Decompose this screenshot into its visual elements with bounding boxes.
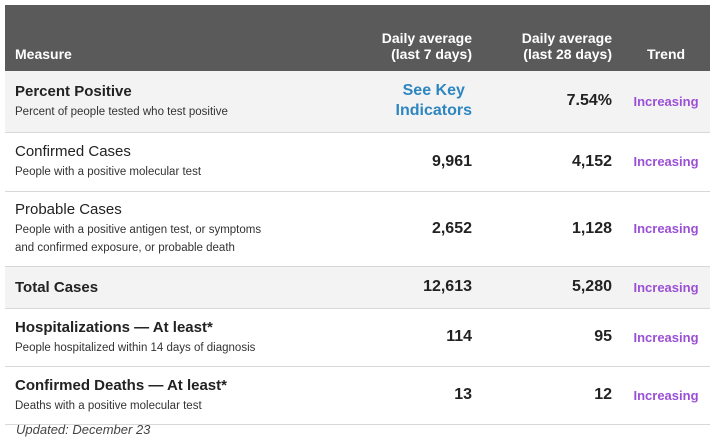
measure-description: Deaths with a positive molecular test (15, 399, 202, 412)
header-daily-28: Daily average (last 28 days) (482, 5, 622, 71)
measure-title: Percent Positive (15, 82, 132, 100)
measure-cell: Confirmed Deaths — At least* Deaths with… (5, 366, 322, 424)
trend-value: Increasing (633, 221, 699, 236)
measure-title: Probable Cases (15, 201, 122, 218)
table-row-hospitalizations: Hospitalizations — At least* People hosp… (5, 308, 710, 366)
table-body: Percent Positive Percent of people teste… (5, 71, 710, 424)
measure-description: People hospitalized within 14 days of di… (15, 341, 256, 354)
table-row-confirmed-deaths: Confirmed Deaths — At least* Deaths with… (5, 366, 710, 424)
trend-value: Increasing (633, 387, 699, 403)
trend-value: Increasing (633, 279, 699, 295)
see-key-indicators-link[interactable]: See Key Indicators (396, 81, 472, 121)
daily-7-value: 9,961 (431, 152, 472, 170)
header-daily-7-line1: Daily average (381, 30, 472, 46)
measure-title: Total Cases (15, 278, 99, 296)
measure-cell: Probable Cases People with a positive an… (5, 191, 322, 266)
measure-title: Confirmed Deaths — At least* (15, 376, 227, 394)
link-line2: Indicators (395, 102, 472, 120)
daily-7-value: 114 (446, 328, 472, 345)
measure-cell: Total Cases (5, 266, 322, 308)
measure-cell: Percent Positive Percent of people teste… (5, 71, 322, 132)
daily-28-value: 7.54% (566, 92, 612, 110)
updated-note: Updated: December 23 (16, 422, 151, 437)
header-trend: Trend (622, 5, 710, 71)
daily-28-value: 12 (594, 386, 612, 403)
measure-title: Confirmed Cases (15, 143, 131, 160)
daily-28-value: 5,280 (571, 278, 612, 295)
header-daily-7: Daily average (last 7 days) (322, 5, 482, 71)
measure-description: People with a positive antigen test, or … (15, 221, 312, 257)
header-row: Measure Daily average (last 7 days) Dail… (5, 5, 710, 71)
table-header: Measure Daily average (last 7 days) Dail… (5, 5, 710, 71)
measure-cell: Hospitalizations — At least* People hosp… (5, 308, 322, 366)
measure-title: Hospitalizations — At least* (15, 318, 213, 336)
measure-cell: Confirmed Cases People with a positive m… (5, 132, 322, 191)
daily-7-value: 13 (454, 386, 472, 403)
link-line1: See Key (402, 82, 465, 100)
daily-7-value: 12,613 (423, 278, 472, 295)
metrics-table: Measure Daily average (last 7 days) Dail… (5, 5, 710, 425)
header-measure: Measure (5, 5, 322, 71)
trend-value: Increasing (633, 329, 699, 345)
trend-value: Increasing (633, 93, 699, 109)
table-row-percent-positive: Percent Positive Percent of people teste… (5, 71, 710, 132)
daily-7-value: 2,652 (431, 219, 472, 237)
table-row-probable-cases: Probable Cases People with a positive an… (5, 191, 710, 266)
header-daily-7-line2: (last 7 days) (391, 46, 472, 62)
table-row-confirmed-cases: Confirmed Cases People with a positive m… (5, 132, 710, 191)
header-daily-28-line1: Daily average (521, 30, 612, 46)
daily-7-cell: See Key Indicators (322, 71, 482, 132)
table-row-total-cases: Total Cases 12,613 5,280 Increasing (5, 266, 710, 308)
daily-28-value: 95 (594, 328, 612, 345)
measure-description-line1: People with a positive antigen test, or … (15, 224, 262, 236)
measure-description-line2: and confirmed exposure, or probable deat… (15, 242, 235, 254)
header-daily-28-line2: (last 28 days) (523, 46, 612, 62)
measure-description: Percent of people tested who test positi… (15, 105, 228, 118)
daily-28-value: 1,128 (571, 219, 612, 237)
trend-value: Increasing (633, 154, 699, 169)
measure-description: People with a positive molecular test (15, 166, 202, 178)
daily-28-value: 4,152 (571, 152, 612, 170)
